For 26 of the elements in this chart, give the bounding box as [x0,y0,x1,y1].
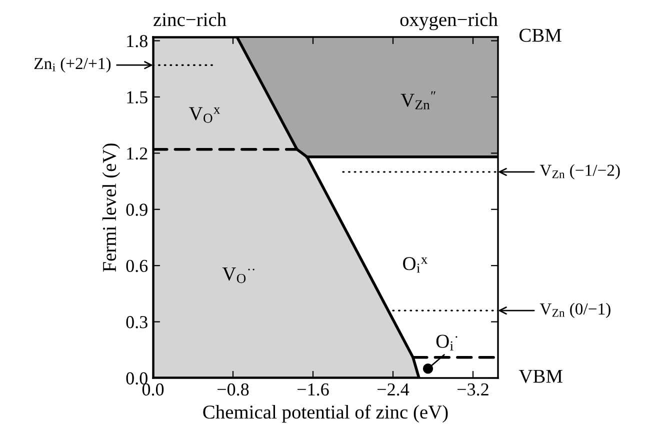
text: oxygen−rich [400,12,498,30]
x-tick-label: −3.2 [458,383,488,396]
annotation: V$_{O}$$^{··}$ [222,268,254,284]
y-tick-label: 0.0 [126,372,148,385]
series-label: O$_{i}$$^{·}$ [436,334,458,350]
y-axis-title: Fermi level (eV) [102,144,120,272]
annotation: V$_{O}$$^{x}$ [189,107,220,123]
y-tick-label: 1.5 [127,91,148,104]
y-tick-label: 0.9 [126,204,148,216]
y-tick-label: 1.8 [127,35,148,48]
text: Zn$_{i}$ (+2/+1) [34,57,111,73]
x-tick-label: 0.0 [142,383,164,396]
y-tick-label: 1.2 [127,147,148,160]
annotation: O$_{i}$$^{x}$ [403,257,428,273]
annotation: V$_{Zn}$$^{″}$ [400,91,436,110]
y-tick-label: 0.3 [126,316,148,328]
x-tick-label: −2.4 [378,383,410,396]
text: VBM [518,370,562,383]
y-tick-label: 0.6 [126,260,148,272]
text: CBM [520,28,562,42]
text: V$_{Zn}$ (−1/−2) [540,164,620,180]
x-tick-label: −1.6 [298,383,329,396]
text: V$_{Zn}$ (0/−1) [540,302,610,318]
x-axis-title: Chemical potential of zinc (eV) [203,404,448,423]
text: zinc−rich [154,12,226,26]
x-tick-label: −0.8 [218,383,249,396]
